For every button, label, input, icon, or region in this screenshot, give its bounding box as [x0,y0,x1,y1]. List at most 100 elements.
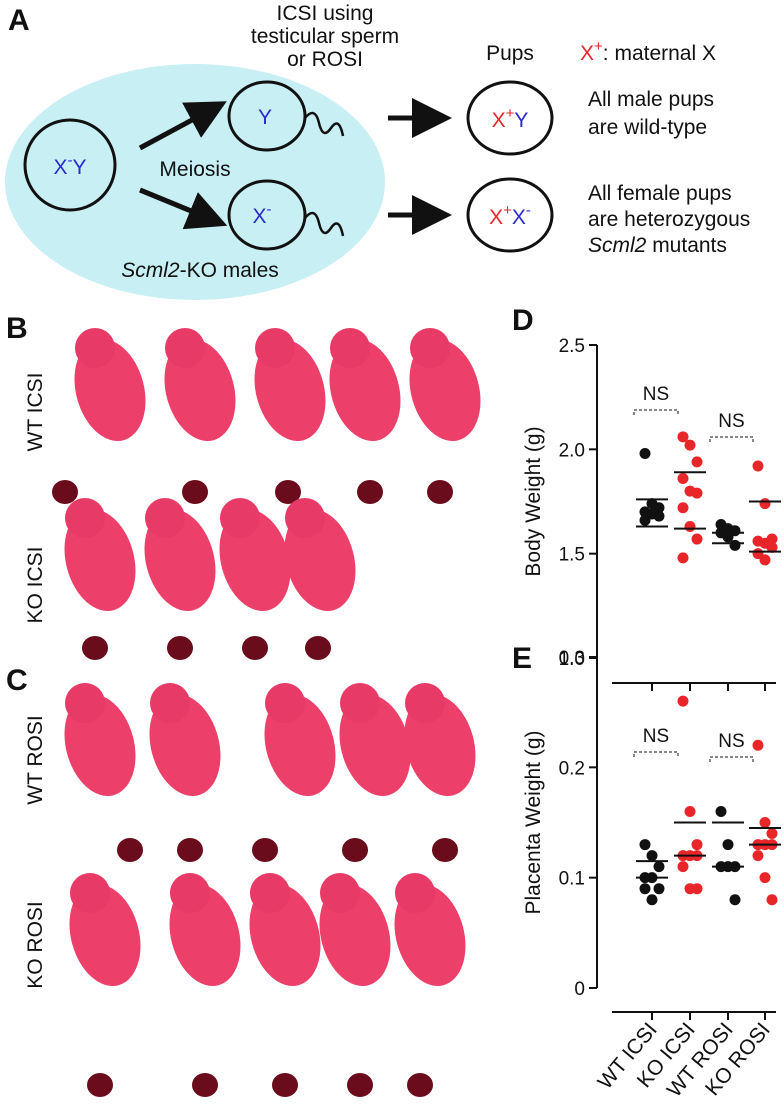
data-point [752,460,764,472]
placenta-photo [427,480,453,504]
data-point [759,817,771,828]
data-point [677,695,689,707]
data-point [766,828,778,840]
placenta-photo [432,838,458,862]
placenta-photo [192,1073,218,1097]
data-point [646,850,658,862]
placenta-photo [117,838,143,862]
y-tick-label: 0 [574,979,585,1000]
data-point [691,839,703,851]
pup-head [330,328,370,368]
panel-label: C [6,664,28,697]
text: X [512,206,526,229]
annotation: NS [643,726,669,747]
row-label: KO ROSI [24,901,47,989]
data-point [653,861,665,873]
tail [304,211,345,237]
placenta-photo [342,838,368,862]
text: mutants [646,234,727,257]
text: or ROSI [287,48,363,71]
pup-cell [466,177,554,253]
pup-head [405,683,445,723]
arrow [139,187,228,230]
pup-head [145,498,185,538]
placenta-photo [357,480,383,504]
arrow [138,101,227,151]
data-point [691,533,703,545]
text: + [503,202,512,219]
panel-label: D [512,304,534,337]
y-tick-label: 0.2 [559,758,585,779]
placenta-photo [305,636,331,660]
data-point [722,839,734,851]
pup-head [255,328,295,368]
text: ICSI using [277,2,374,25]
pup-head [65,683,105,723]
pup-head [410,328,450,368]
text: X [53,156,67,179]
data-point [766,541,778,553]
text: : maternal X [603,42,716,65]
data-point [759,872,771,884]
data-point [766,894,778,906]
text: are wild-type [588,116,707,139]
placenta-photo [82,636,108,660]
pup-head [170,873,210,913]
data-point [684,521,696,533]
row-label: WT ROSI [24,715,47,804]
row-label: KO ICSI [24,546,47,623]
text: Scml2 mutants [588,234,727,257]
bracket [633,409,679,415]
annotation: NS [643,384,669,405]
data-point [677,473,689,485]
data-point [729,539,741,551]
text: -KO males [180,259,279,282]
pup-head [165,328,205,368]
text: are heterozygous [588,208,750,231]
text: X [252,205,266,228]
y-tick-label: 2.0 [559,440,585,461]
bracket [709,436,754,442]
text: All female pups [588,182,732,205]
sperm [227,179,307,251]
text: Scml2 [588,234,647,257]
text: - [526,202,531,219]
data-point [646,894,658,906]
cell-label: X-Y [53,152,86,179]
pup-head [285,498,325,538]
panel-label: B [6,312,28,345]
data-point [722,531,734,543]
pup-head [65,498,105,538]
data-point [677,431,689,443]
data-point [729,894,741,906]
placenta-photo [167,636,193,660]
data-point [691,456,703,468]
y-tick-label: 1.0 [559,649,585,670]
pup-head [320,873,360,913]
placenta-photo [347,1073,373,1097]
data-point [759,498,771,510]
data-point [653,883,665,895]
y-tick-label: 0.3 [559,648,585,669]
text: X [492,109,506,132]
panel-a: A X-Y Meiosis Y X- Scml2-KO males ICSI u… [5,2,750,300]
text: testicular sperm [251,25,399,48]
data-point [752,850,764,862]
text: X- [252,201,271,228]
placenta-photo [87,1073,113,1097]
pup-cell [466,80,554,156]
y-axis-label: Placenta Weight (g) [522,730,545,914]
data-point [691,883,703,895]
photos [52,328,481,1097]
text: Scml2-KO males [121,259,279,282]
row-label: WT ICSI [24,373,47,452]
data-point [759,554,771,566]
panel-label: A [8,4,30,37]
placenta-photo [275,480,301,504]
annotation: NS [718,411,744,432]
data-point [715,805,727,817]
sperm [227,80,307,152]
placenta-photo [252,838,278,862]
text: X+X- [489,202,531,229]
